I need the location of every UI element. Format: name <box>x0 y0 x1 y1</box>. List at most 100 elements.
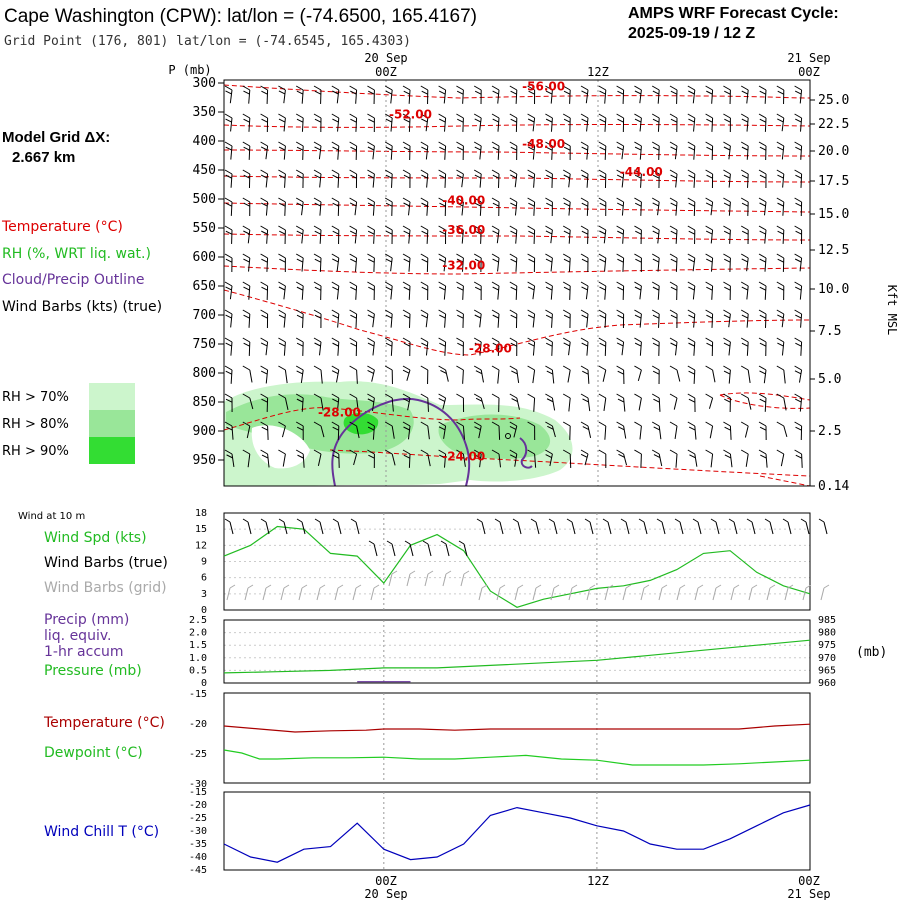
wind-barb-flag <box>758 337 767 343</box>
wind-barb-flag <box>224 309 233 315</box>
wind-barb <box>694 453 698 467</box>
wind-barb-flag <box>563 230 571 235</box>
wind-barb-flag <box>545 197 553 203</box>
wind-barb-flag <box>563 258 571 263</box>
wind-barb <box>248 285 251 300</box>
wind-barb-true <box>661 521 666 535</box>
wind-barb-flag <box>349 421 357 427</box>
wind-barb <box>445 369 449 382</box>
wind-barb <box>744 425 749 438</box>
wind-barb-flag <box>295 421 304 427</box>
y-tick-label: -30 <box>189 826 207 837</box>
wind-barb-flag <box>421 286 428 291</box>
wind-barb-flag <box>616 365 624 371</box>
wind-barb-flag <box>527 113 535 119</box>
wind-barb <box>391 425 395 439</box>
wind-barb-flag <box>332 426 339 431</box>
wind-barb-flag <box>562 449 571 455</box>
wind-barb-flag <box>331 370 339 375</box>
wind-barb-flag <box>440 370 447 374</box>
wind-barb-flag <box>741 90 748 95</box>
wind-barb-grid-flag <box>787 584 794 589</box>
wind-barb-flag <box>402 225 411 231</box>
wind-barb-flag <box>261 90 268 95</box>
height-tick-label: 17.5 <box>818 174 849 189</box>
wind-barb-grid-flag <box>355 584 362 589</box>
wind-barb <box>390 145 393 160</box>
wind-barb <box>568 341 571 356</box>
wind-barb-flag <box>279 230 286 235</box>
wind-barb-flag <box>510 230 517 235</box>
legend-rh: RH (%, WRT liq. wat.) <box>2 246 151 262</box>
wind-barb-true <box>373 543 378 557</box>
wind-barb-flag <box>616 85 624 91</box>
wind-barb-flag <box>278 309 286 315</box>
wind-barb-flag <box>580 113 589 119</box>
wind-barb-flag <box>473 253 482 259</box>
wind-barb-flag <box>795 454 803 459</box>
wind-barb-flag <box>313 449 322 455</box>
wind-barb <box>284 369 288 384</box>
wind-barb <box>711 313 714 328</box>
wind-barb-flag <box>491 365 500 371</box>
wind-barb-flag <box>528 90 535 95</box>
wind-barb-flag <box>438 397 445 402</box>
wind-barb-flag <box>456 225 464 231</box>
wind-barb-flag <box>758 113 767 119</box>
wind-barb-flag <box>278 314 286 319</box>
wind-barb-flag <box>598 197 607 203</box>
wind-barb-flag <box>332 118 339 123</box>
wind-barb-flag <box>331 449 340 455</box>
wind-barb <box>709 425 714 439</box>
wind-barb-flag <box>296 90 304 95</box>
wind-barb-flag <box>474 342 482 347</box>
wind-barb <box>675 257 678 272</box>
wind-barb-flag <box>759 426 767 431</box>
wind-barb <box>550 257 553 272</box>
bottom-hour-1: 00Z <box>375 874 397 888</box>
wind-barb-flag <box>581 342 588 347</box>
wind-barb-flag <box>670 258 678 263</box>
wind-barb-flag <box>492 118 499 123</box>
wind-barb-flag <box>581 286 588 291</box>
wind-barb-flag <box>562 85 571 91</box>
wind-barb-flag <box>260 85 268 91</box>
wind-barb-flag <box>651 225 660 231</box>
wind-barb-grid-flag <box>319 584 326 589</box>
wind-barb-true-flag <box>278 518 285 523</box>
wind-barb-flag <box>385 202 393 207</box>
wind-barb-flag <box>759 370 766 375</box>
wind-barb <box>640 201 642 216</box>
wind-barb <box>514 201 518 216</box>
wind-barb <box>301 229 304 244</box>
wind-barb <box>639 425 642 440</box>
wind-barb-flag <box>705 421 713 427</box>
wind-barb <box>498 425 501 440</box>
wind-barb-flag <box>438 449 446 455</box>
y-tick-label: -25 <box>189 813 207 824</box>
isotherm-label: -28.00 <box>318 406 361 420</box>
wind-barb-flag <box>510 258 517 263</box>
y-tick-label: 2.5 <box>189 615 207 626</box>
wind-barb <box>764 117 767 132</box>
wind-barb-flag <box>795 426 802 431</box>
wind-barb <box>514 453 518 467</box>
wind-barb <box>230 117 233 132</box>
wind-barb-flag <box>225 258 233 263</box>
wind-barb <box>604 341 607 356</box>
wind-barb-flag <box>456 174 464 179</box>
wind-barb-flag <box>562 113 571 119</box>
wind-barb-flag <box>491 309 500 315</box>
wind-barb-flag <box>545 454 552 459</box>
wind-barb-flag <box>688 146 695 151</box>
wind-barb <box>354 257 358 272</box>
wind-barb <box>693 341 696 356</box>
bottom-hour-3: 00Z <box>798 874 820 888</box>
page-title: Cape Washington (CPW): lat/lon = (-74.65… <box>4 6 477 27</box>
wind-barb-flag <box>509 253 518 259</box>
wind-barb-flag <box>350 314 357 319</box>
wind-barb-flag <box>509 421 518 427</box>
y-tick-label: -45 <box>189 865 207 876</box>
model-grid-value: 2.667 km <box>12 149 75 166</box>
wind-barb-flag <box>706 118 713 123</box>
